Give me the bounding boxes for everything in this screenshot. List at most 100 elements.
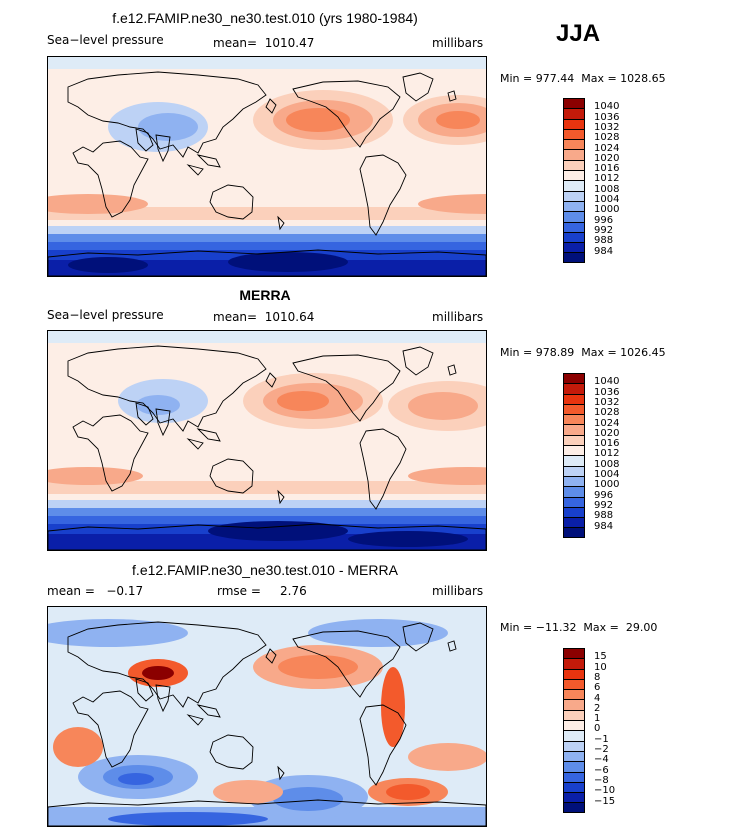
panel-2-colorbar-swatch bbox=[563, 414, 585, 425]
panel-2-colorbar-swatch bbox=[563, 496, 585, 507]
panel-3-colorbar-swatch bbox=[563, 658, 585, 669]
panel-3-colorbar-swatch bbox=[563, 792, 585, 803]
panel-1-colorbar-label: 1016 bbox=[594, 163, 620, 175]
panel-1-colorbar-swatch bbox=[563, 170, 585, 181]
panel-3-colorbar-label: −4 bbox=[594, 754, 609, 766]
panel-1-colorbar-label: 1000 bbox=[594, 204, 620, 216]
panel-1-units-label: millibars bbox=[432, 36, 484, 50]
panel-3-colorbar-label: −15 bbox=[594, 795, 616, 807]
panel-2-colorbar-label: 984 bbox=[594, 520, 614, 532]
panel-2-colorbar-label: 1000 bbox=[594, 479, 620, 491]
panel-3-colorbar-label: 4 bbox=[594, 692, 601, 704]
panel-3-rmse-label: rmse = 2.76 bbox=[217, 584, 307, 598]
panel-1-colorbar-label: 1032 bbox=[594, 121, 620, 133]
panel-1-colorbar-label: 992 bbox=[594, 224, 614, 236]
panel-1-colorbar-swatch bbox=[563, 252, 585, 263]
panel-2-minmax: Min = 978.89 Max = 1026.45 bbox=[500, 346, 666, 359]
panel-3-colorbar-swatches bbox=[563, 648, 585, 813]
panel-3-mean-label: mean = −0.17 bbox=[47, 584, 144, 598]
panel-1-colorbar-swatch bbox=[563, 180, 585, 191]
panel-1-colorbar-swatches bbox=[563, 98, 585, 263]
panel-3-colorbar-swatch bbox=[563, 668, 585, 679]
panel-2-colorbar-swatch bbox=[563, 434, 585, 446]
panel-2-colorbar-label: 1004 bbox=[594, 469, 620, 480]
panel-2-colorbar-swatch bbox=[563, 465, 585, 476]
panel-3-units-label: millibars bbox=[432, 584, 484, 598]
panel-2-units-label: millibars bbox=[432, 310, 484, 324]
panel-3-colorbar-swatch bbox=[563, 678, 585, 690]
panel-2-colorbar-label: 1008 bbox=[594, 458, 620, 470]
panel-3-colorbar-swatch bbox=[563, 709, 585, 721]
panel-1-colorbar-swatch bbox=[563, 190, 585, 201]
panel-2-colorbar-label: 1012 bbox=[594, 448, 620, 460]
panel-1-variable-label: Sea−level pressure bbox=[47, 33, 164, 47]
panel-3-colorbar: 15 10 8 6 4 2 1 0 −1 −2 −4 −6 −8 −10 −15 bbox=[563, 648, 615, 813]
panel-2-contour-plot bbox=[48, 331, 486, 550]
panel-1-mean-label: mean= 1010.47 bbox=[213, 36, 315, 50]
panel-2-title: MERRA bbox=[239, 287, 291, 303]
panel-2-colorbar-label: 996 bbox=[594, 489, 614, 501]
panel-1-colorbar-swatch bbox=[563, 128, 585, 140]
panel-3-colorbar-label: 15 bbox=[594, 651, 607, 663]
panel-3-map bbox=[47, 606, 487, 827]
panel-2-colorbar: 1040 1036 1032 1028 1024 1020 1016 1012 1008 1004… bbox=[563, 373, 619, 538]
panel-2-colorbar-swatch bbox=[563, 527, 585, 538]
panel-1-colorbar-label: 1036 bbox=[594, 111, 620, 123]
panel-3-colorbar-label: −8 bbox=[594, 774, 609, 786]
panel-1-colorbar-swatch bbox=[563, 231, 585, 243]
panel-1-colorbar-swatch bbox=[563, 98, 585, 109]
panel-2-colorbar-label: 1028 bbox=[594, 407, 620, 419]
panel-3-colorbar-swatch bbox=[563, 771, 585, 782]
panel-2-colorbar-swatch bbox=[563, 486, 585, 497]
panel-1-minmax: Min = 977.44 Max = 1028.65 bbox=[500, 72, 666, 85]
panel-3-colorbar-swatch bbox=[563, 740, 585, 751]
panel-3-colorbar-swatch bbox=[563, 689, 585, 700]
panel-2-colorbar-swatch bbox=[563, 373, 585, 384]
panel-1-map bbox=[47, 56, 487, 277]
panel-3-colorbar-swatch bbox=[563, 781, 585, 793]
panel-3-colorbar-swatch bbox=[563, 802, 585, 813]
panel-1-colorbar-swatch bbox=[563, 108, 585, 119]
panel-2-colorbar-swatch bbox=[563, 455, 585, 466]
panel-1-colorbar-swatch bbox=[563, 242, 585, 253]
panel-2-colorbar-label: 1032 bbox=[594, 396, 620, 408]
panel-2-colorbar-label: 988 bbox=[594, 510, 614, 522]
panel-3-colorbar-swatch bbox=[563, 720, 585, 731]
panel-2-colorbar-label: 1036 bbox=[594, 386, 620, 398]
panel-2-colorbar-label: 1024 bbox=[594, 417, 620, 429]
panel-3-colorbar-swatch bbox=[563, 648, 585, 659]
panel-1-colorbar-swatch bbox=[563, 139, 585, 150]
panel-1-colorbar-label: 1028 bbox=[594, 132, 620, 144]
panel-1-colorbar-label: 988 bbox=[594, 235, 614, 247]
panel-2-colorbar-label: 992 bbox=[594, 499, 614, 511]
panel-2-colorbar-swatch bbox=[563, 393, 585, 404]
panel-1-colorbar-swatch bbox=[563, 221, 585, 232]
panel-2-colorbar-swatch bbox=[563, 403, 585, 415]
panel-1-colorbar-label: 1020 bbox=[594, 152, 620, 164]
panel-3-colorbar-label: −2 bbox=[594, 744, 609, 755]
panel-2-colorbar-label: 1016 bbox=[594, 438, 620, 450]
panel-2-colorbar-swatch bbox=[563, 517, 585, 528]
panel-3-colorbar-swatch bbox=[563, 699, 585, 710]
panel-1-colorbar-label: 1004 bbox=[594, 194, 620, 205]
panel-1-title: f.e12.FAMIP.ne30_ne30.test.010 (yrs 1980… bbox=[112, 10, 418, 26]
panel-3-title: f.e12.FAMIP.ne30_ne30.test.010 - MERRA bbox=[132, 562, 398, 578]
panel-3-colorbar-label: −10 bbox=[594, 785, 616, 797]
panel-1-colorbar-swatch bbox=[563, 118, 585, 129]
panel-1-colorbar-label: 1008 bbox=[594, 183, 620, 195]
season-label: JJA bbox=[556, 20, 601, 47]
panel-1-colorbar: 1040 1036 1032 1028 1024 1020 1016 1012 1008 1004… bbox=[563, 98, 619, 263]
panel-2-colorbar-swatch bbox=[563, 506, 585, 518]
panel-2-colorbar-swatch bbox=[563, 475, 585, 487]
panel-1-colorbar-label: 1040 bbox=[594, 101, 620, 113]
panel-3-colorbar-label: 2 bbox=[594, 702, 601, 714]
panel-2-mean-label: mean= 1010.64 bbox=[213, 310, 315, 324]
panel-2-colorbar-swatch bbox=[563, 424, 585, 435]
panel-3-colorbar-swatch bbox=[563, 761, 585, 772]
panel-1-colorbar-label: 1012 bbox=[594, 173, 620, 185]
panel-3-colorbar-label: 10 bbox=[594, 661, 607, 673]
panel-3-colorbar-label: 6 bbox=[594, 682, 601, 694]
panel-1-colorbar-label: 984 bbox=[594, 245, 614, 257]
panel-3-contour-plot bbox=[48, 607, 486, 826]
panel-1-colorbar-swatch bbox=[563, 211, 585, 222]
